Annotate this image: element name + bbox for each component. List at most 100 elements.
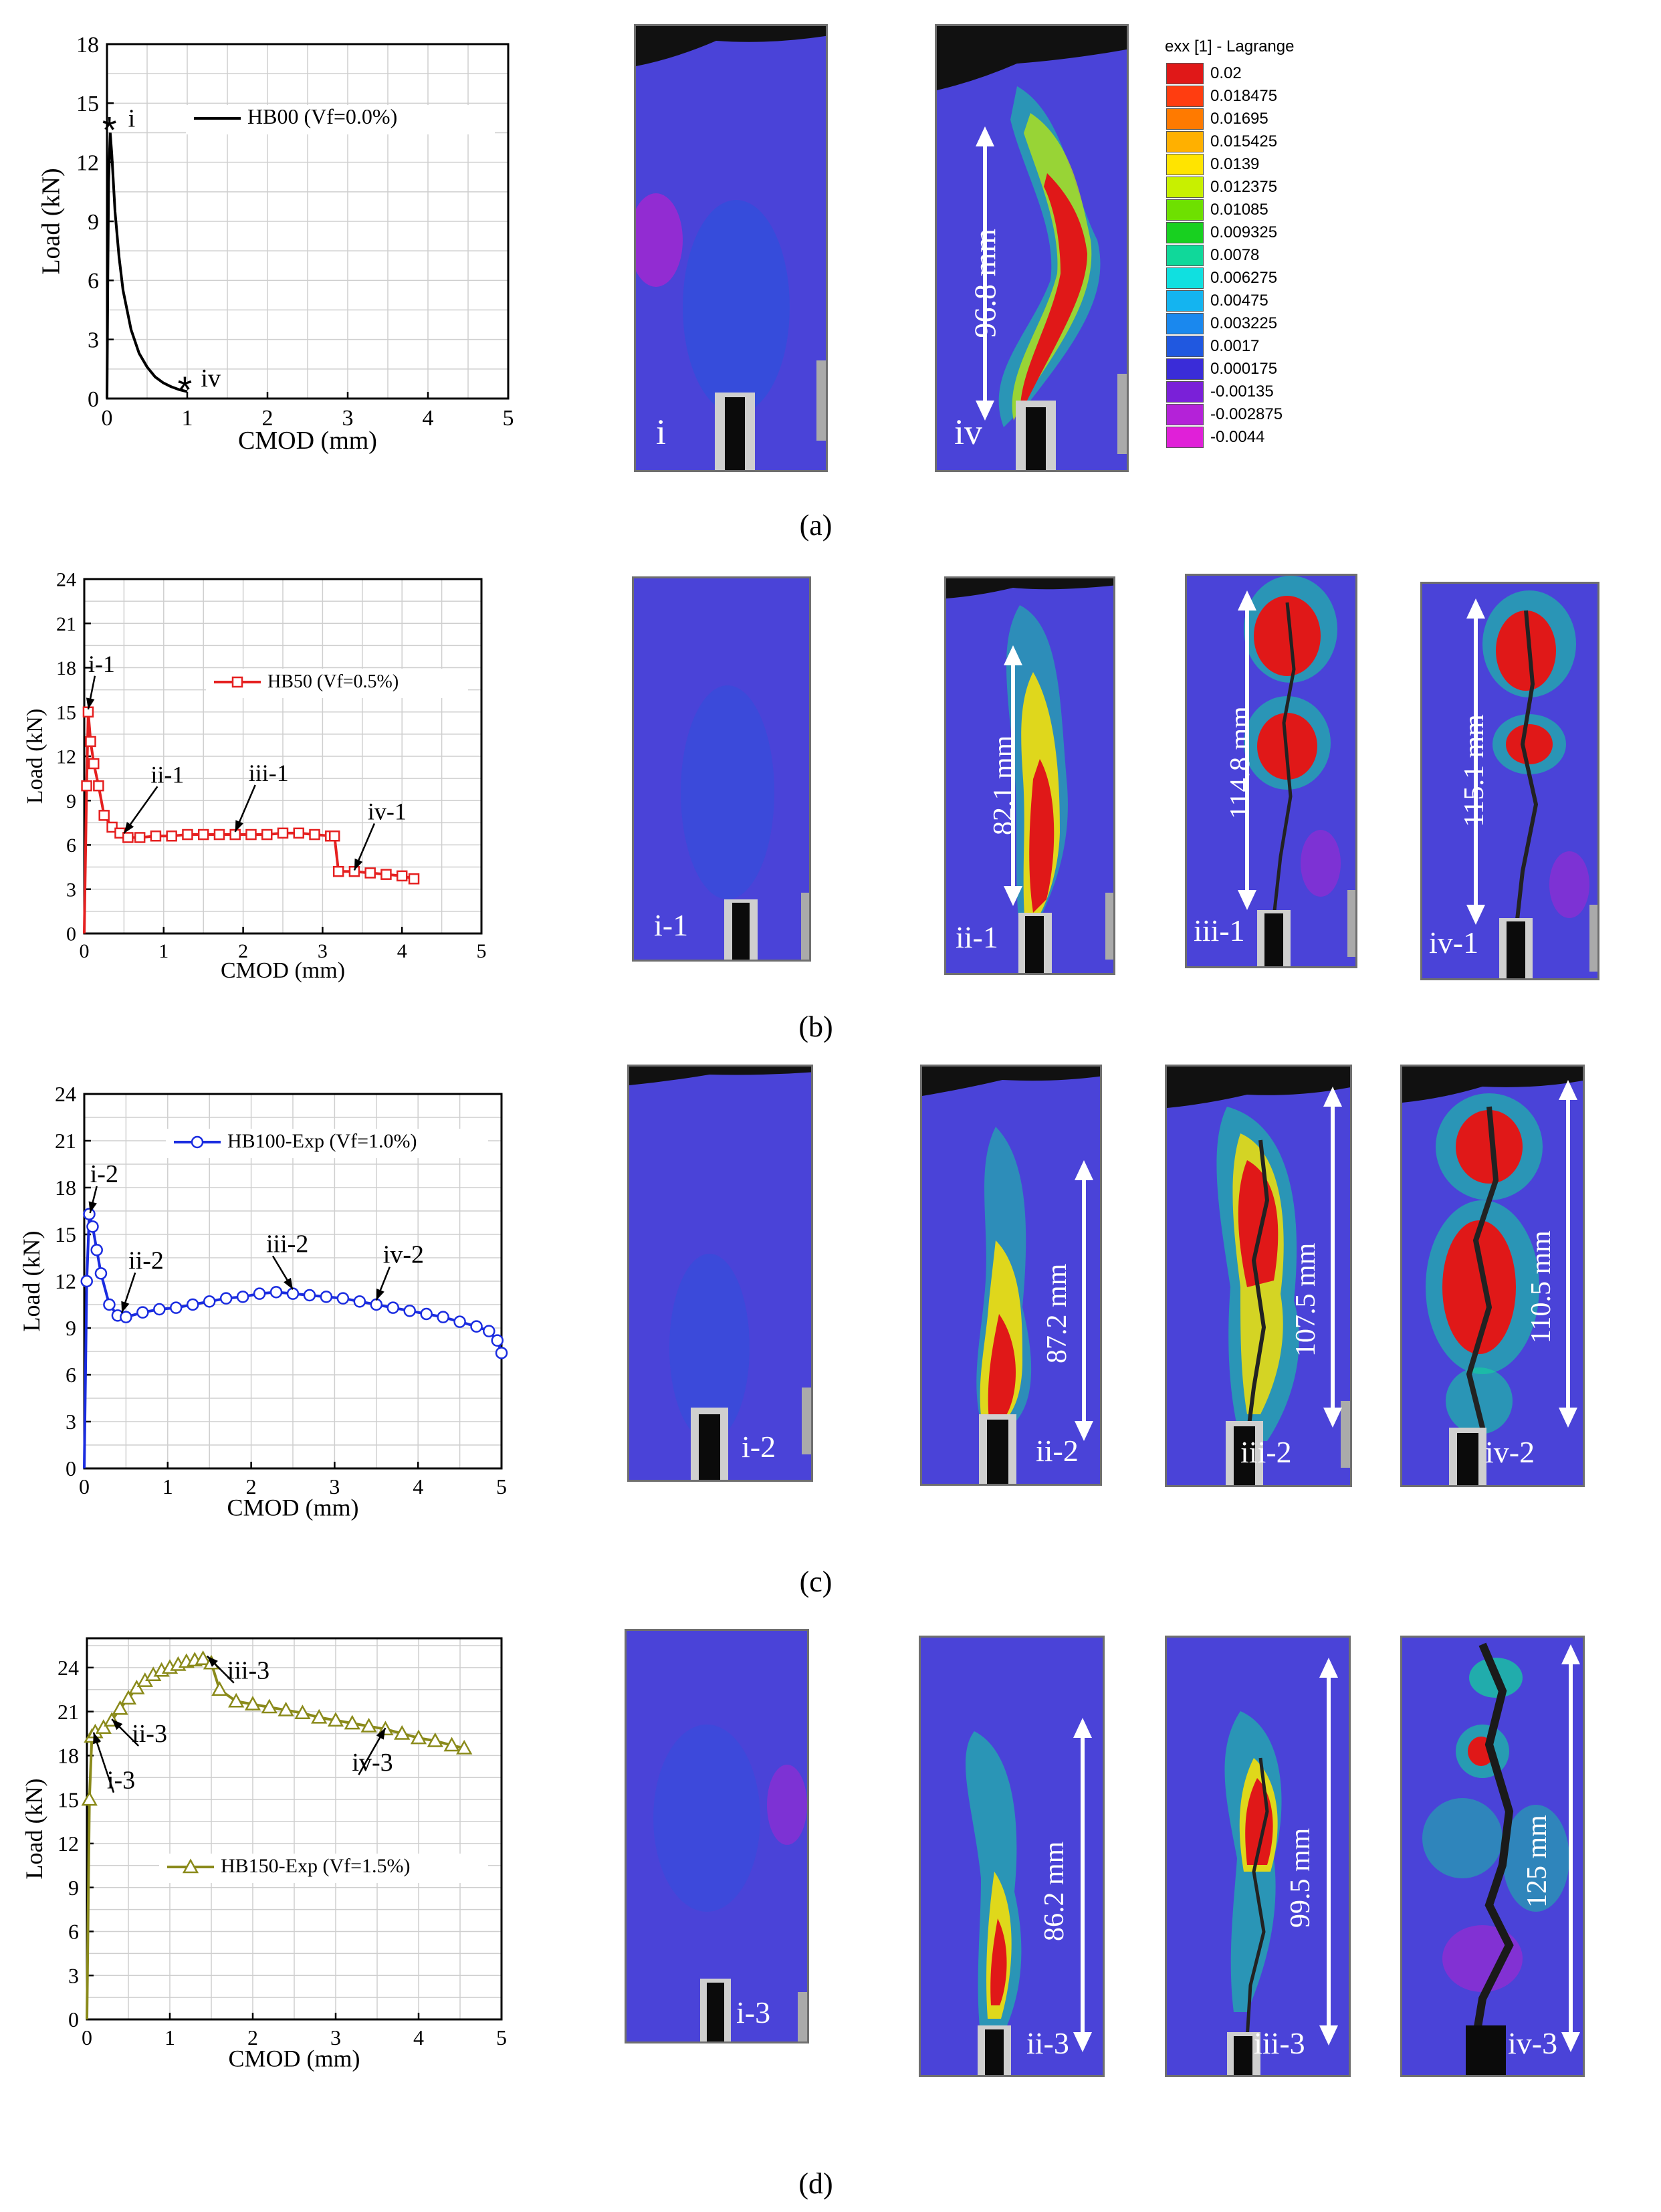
data-point bbox=[80, 1275, 93, 1288]
annotation: * iv bbox=[178, 364, 221, 411]
annotation: iii-3 bbox=[206, 1655, 269, 1685]
y-tick-label: 0 bbox=[66, 923, 76, 946]
data-point bbox=[166, 831, 177, 842]
data-point bbox=[309, 828, 320, 841]
y-axis-label: Load (kN) bbox=[37, 168, 66, 274]
x-tick-label: 0 bbox=[80, 940, 90, 962]
dic-dimension: 114.8 mm bbox=[1225, 706, 1256, 819]
data-point bbox=[236, 1291, 249, 1303]
x-tick-label: 2 bbox=[246, 1474, 257, 1499]
colorbar-swatch bbox=[1166, 336, 1204, 357]
data-point bbox=[120, 1690, 137, 1705]
plot-frame bbox=[86, 1637, 503, 2021]
y-tick-label: 15 bbox=[56, 701, 76, 724]
y-tick-label: 12 bbox=[55, 1269, 76, 1293]
panel-label-c: (c) bbox=[799, 1565, 833, 1598]
data-point bbox=[153, 1303, 166, 1316]
x-tick-label: 1 bbox=[182, 406, 193, 431]
series-line bbox=[106, 132, 188, 399]
y-tick-label: 24 bbox=[56, 569, 76, 591]
x-tick-label: 5 bbox=[503, 406, 514, 431]
annotation-label: iv-1 bbox=[368, 798, 407, 824]
data-point bbox=[112, 1700, 128, 1715]
colorbar-swatch bbox=[1166, 63, 1204, 84]
colorbar-swatch bbox=[1166, 313, 1204, 334]
data-point bbox=[453, 1315, 466, 1328]
y-axis-label: Load (kN) bbox=[18, 1231, 45, 1332]
x-tick-label: 4 bbox=[423, 406, 434, 431]
colorbar-value: 0.01695 bbox=[1210, 110, 1268, 128]
annotation-arrowhead bbox=[86, 697, 95, 709]
colorbar-swatch bbox=[1166, 86, 1204, 107]
y-tick-label: 15 bbox=[55, 1222, 76, 1246]
x-tick-label: 1 bbox=[164, 2025, 175, 2050]
panel-label-a: (a) bbox=[799, 509, 833, 542]
data-point bbox=[136, 1306, 149, 1319]
data-point bbox=[348, 866, 360, 877]
annotation-label: ii-3 bbox=[132, 1720, 167, 1748]
dic-image-b-2: 82.1 mm ii-1 bbox=[944, 576, 1115, 975]
data-point bbox=[219, 1292, 233, 1305]
grid bbox=[106, 43, 509, 399]
data-point bbox=[182, 1858, 199, 1874]
annotation-label: i-3 bbox=[107, 1767, 135, 1795]
y-tick-label: 15 bbox=[58, 1787, 79, 1811]
annotation-label: iv-3 bbox=[352, 1749, 393, 1777]
legend-label: HB100-Exp (Vf=1.0%) bbox=[227, 1130, 417, 1152]
y-tick-label: 9 bbox=[88, 210, 99, 235]
colorbar-value: 0.00475 bbox=[1210, 292, 1268, 310]
y-tick-label: 6 bbox=[66, 835, 76, 857]
y-tick-label: 12 bbox=[58, 1832, 79, 1856]
data-point bbox=[94, 1267, 108, 1280]
data-point bbox=[106, 821, 118, 833]
data-point bbox=[364, 867, 376, 879]
colorbar-value: 0.006275 bbox=[1210, 269, 1278, 287]
data-point bbox=[261, 828, 273, 841]
data-point bbox=[394, 1725, 411, 1740]
data-point bbox=[269, 1286, 283, 1299]
y-tick-label: 3 bbox=[68, 1963, 79, 1987]
data-point bbox=[420, 1307, 433, 1321]
colorbar-value: 0.0139 bbox=[1210, 155, 1260, 173]
colorbar-value: 0.018475 bbox=[1210, 87, 1278, 105]
data-point bbox=[90, 1244, 103, 1256]
y-tick-label: 9 bbox=[66, 1316, 76, 1340]
dic-caption: iv-3 bbox=[1508, 2026, 1558, 2060]
colorbar-swatch bbox=[1166, 290, 1204, 312]
data-point bbox=[278, 1701, 294, 1717]
dic-caption: i-3 bbox=[736, 1995, 771, 2029]
legend-label: HB150-Exp (Vf=1.5%) bbox=[221, 1855, 411, 1877]
dic-image-c-4: 110.5 mm iv-2 bbox=[1400, 1065, 1585, 1487]
x-tick-label: 3 bbox=[342, 406, 354, 431]
data-point bbox=[360, 1717, 377, 1733]
grid bbox=[84, 578, 482, 934]
data-point bbox=[408, 873, 420, 885]
annotation-arrowhead bbox=[207, 1656, 218, 1667]
data-point bbox=[483, 1325, 495, 1337]
y-tick-label: 18 bbox=[56, 657, 76, 679]
y-tick-label: 21 bbox=[55, 1129, 76, 1153]
data-point bbox=[386, 1301, 400, 1314]
panel-label-b: (b) bbox=[798, 1010, 833, 1043]
series bbox=[81, 706, 420, 934]
colorbar-level: 0.003225 bbox=[1165, 313, 1513, 334]
data-point bbox=[83, 1208, 96, 1220]
data-point bbox=[88, 758, 100, 770]
colorbar-level: 0.006275 bbox=[1165, 267, 1513, 289]
dic-caption: i-2 bbox=[742, 1430, 776, 1464]
dic-image-b-1: i-1 bbox=[632, 576, 811, 962]
data-point bbox=[403, 1305, 416, 1317]
data-point bbox=[81, 780, 92, 792]
annotation-label: iii-1 bbox=[249, 760, 289, 786]
colorbar-value: -0.002875 bbox=[1210, 405, 1283, 423]
colorbar-level: 0.0078 bbox=[1165, 245, 1513, 266]
dic-dimension: 107.5 mm bbox=[1291, 1242, 1321, 1357]
data-point bbox=[182, 828, 193, 841]
colorbar-value: 0.01085 bbox=[1210, 201, 1268, 219]
data-point bbox=[396, 870, 408, 882]
y-tick-label: 18 bbox=[58, 1744, 79, 1768]
dic-image-b-4: 115.1 mm iv-1 bbox=[1420, 582, 1599, 980]
colorbar-swatch bbox=[1166, 358, 1204, 380]
